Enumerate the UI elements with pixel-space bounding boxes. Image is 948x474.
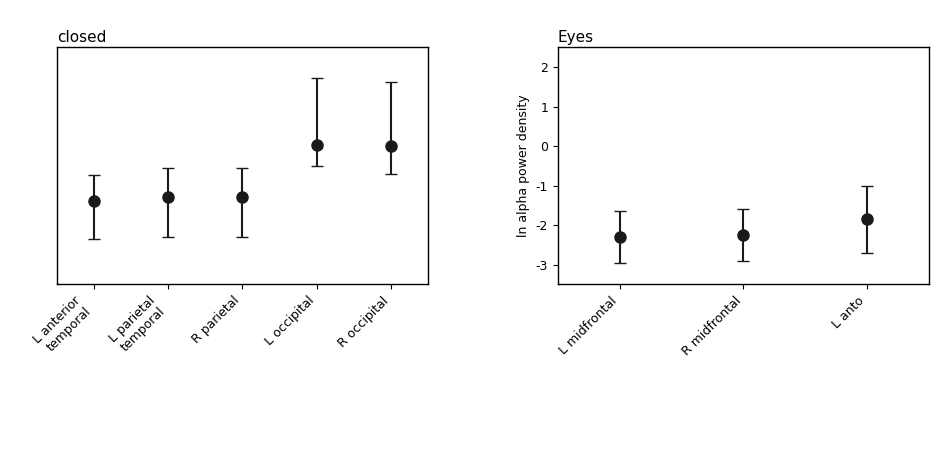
Text: closed: closed (57, 30, 106, 45)
Text: Eyes: Eyes (558, 30, 594, 45)
Y-axis label: ln alpha power density: ln alpha power density (518, 95, 530, 237)
